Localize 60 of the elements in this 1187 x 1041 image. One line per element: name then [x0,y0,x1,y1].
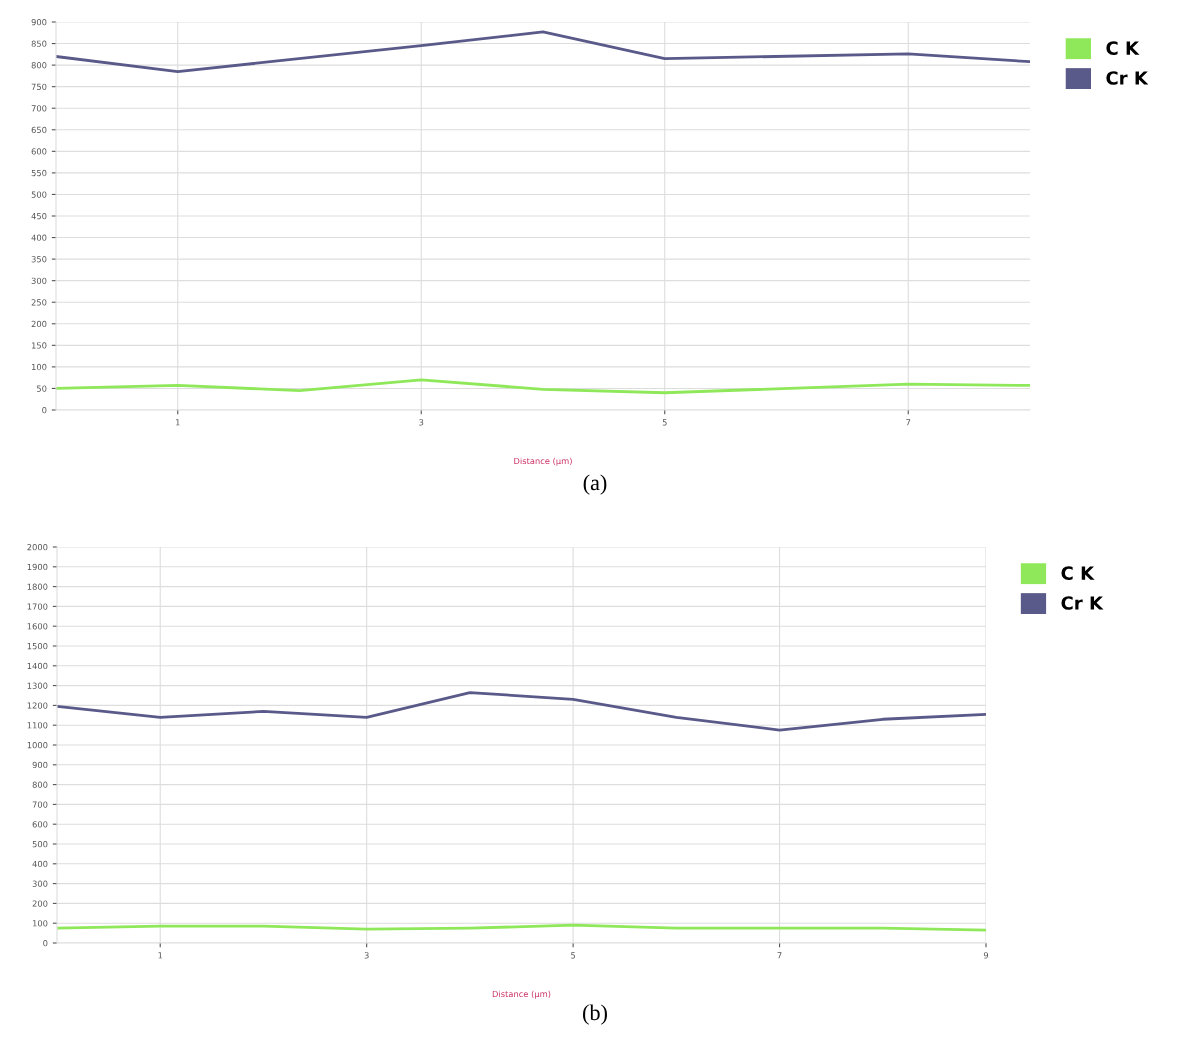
y-tick-label: 600 [31,148,47,155]
y-tick-label: 1300 [27,682,48,689]
x-tick-label: 5 [571,952,576,959]
y-tick-label: 1700 [27,603,48,610]
y-tick-label: 250 [31,299,47,306]
y-tick-label: 1500 [27,642,48,650]
y-tick-label: 1900 [27,563,48,571]
y-tick-label: 800 [32,781,48,788]
line-series [56,378,1030,395]
y-tick-label: 450 [31,212,47,220]
x-tick-label: 7 [777,952,782,959]
y-tick-label: 100 [32,920,48,927]
x-tick-label: 1 [176,419,180,426]
legend-label: C K [1106,41,1140,55]
y-tick-label: 1200 [27,702,48,709]
y-tick-label: 400 [31,234,47,241]
y-tick-label: 200 [32,900,48,907]
x-tick-label: 9 [983,952,989,959]
y-tick-label: 650 [31,126,47,134]
y-tick-label: 550 [31,169,47,177]
line-series [56,30,1030,73]
y-tick-label: 900 [32,761,48,769]
x-tick-label: 3 [364,952,369,959]
y-tick-label: 0 [42,406,47,414]
x-tick-label: 5 [662,419,667,426]
y-tick-label: 150 [31,342,47,349]
y-tick-label: 50 [37,385,47,392]
y-tick-label: 1100 [27,722,48,729]
y-tick-label: 300 [32,880,48,887]
x-tick-label: 1 [158,952,163,959]
y-tick-label: 300 [31,277,47,284]
x-tick-label: 3 [419,419,424,426]
y-tick-label: 200 [31,320,47,328]
y-tick-label: 900 [31,18,47,26]
x-tick-label: 7 [906,419,911,426]
y-tick-label: 700 [31,105,47,112]
y-tick-label: 2000 [27,543,48,551]
y-tick-label: 600 [32,821,48,828]
legend-label: Cr K [1106,71,1149,85]
text: (a) [583,474,607,495]
y-tick-label: 800 [31,62,47,69]
x-axis-title: Distance (µm) [514,457,572,466]
y-tick-label: 1400 [27,662,48,670]
y-tick-label: 400 [32,860,48,868]
y-tick-label: 500 [32,840,48,848]
x-axis-title: Distance (µm) [492,990,551,999]
y-tick-label: 500 [31,191,47,198]
y-tick-label: 1800 [27,583,48,590]
y-tick-label: 1000 [27,741,48,749]
line-series [57,691,986,732]
legend-label: C K [1061,566,1095,580]
y-tick-label: 700 [32,801,48,808]
y-tick-label: 0 [43,939,48,947]
y-tick-label: 750 [31,83,47,90]
text: (b) [583,1004,607,1025]
y-tick-label: 350 [31,256,47,263]
y-tick-label: 1600 [27,623,48,630]
legend-label: Cr K [1061,596,1104,610]
y-tick-label: 850 [31,40,47,47]
y-tick-label: 100 [31,363,47,371]
